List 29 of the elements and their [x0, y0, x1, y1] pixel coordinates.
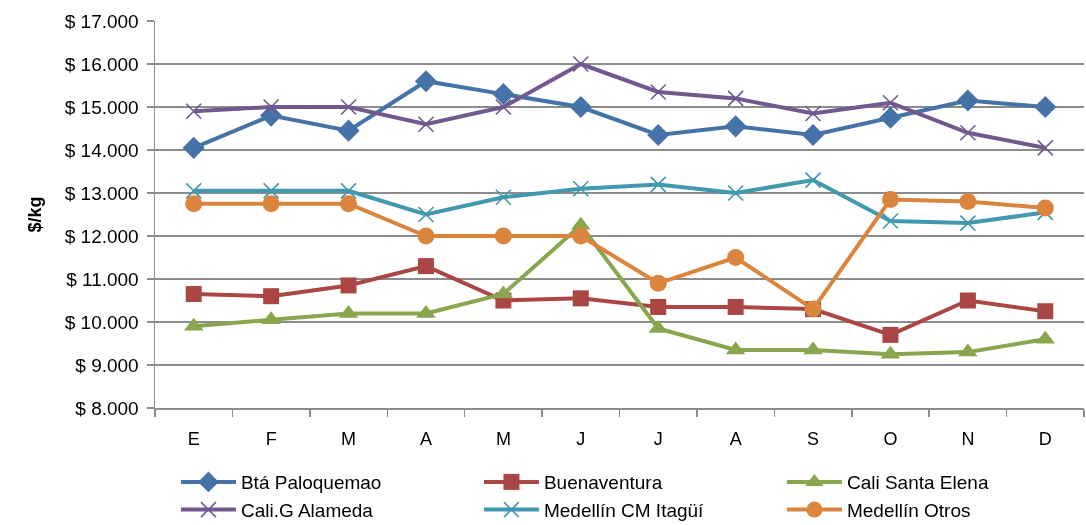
legend-label: Cali Santa Elena: [846, 472, 989, 494]
legend-label: Cali.G Alameda: [240, 500, 374, 522]
x-tick-label: A: [419, 429, 432, 450]
x-tick-label: E: [187, 429, 200, 450]
legend-label: Btá Paloquemao: [240, 472, 382, 494]
x-tick-label: O: [883, 429, 898, 450]
x-tick-label: N: [961, 429, 975, 450]
y-axis-title: $/kg: [25, 196, 46, 233]
y-tick-label: $ 11.000: [66, 268, 139, 290]
x-tick-label: J: [653, 429, 663, 450]
y-tick-label: $ 13.000: [64, 182, 139, 204]
y-tick-label: $ 16.000: [64, 53, 139, 75]
legend-label: Buenaventura: [543, 472, 663, 494]
x-tick-label: D: [1038, 429, 1052, 450]
y-tick-label: $ 12.000: [64, 225, 139, 247]
y-tick-label: $ 15.000: [64, 96, 139, 118]
x-tick-label: F: [265, 429, 277, 450]
y-tick-label: $ 14.000: [64, 139, 139, 161]
y-tick-label: $ 17.000: [64, 10, 139, 32]
y-tick-label: $ 10.000: [64, 311, 139, 333]
y-tick-label: $ 9.000: [75, 354, 139, 376]
x-tick-label: S: [807, 429, 820, 450]
y-tick-label: $ 8.000: [75, 397, 139, 419]
x-tick-label: J: [576, 429, 586, 450]
x-tick-label: M: [341, 429, 357, 450]
legend-label: Medellín Otros: [846, 500, 971, 522]
x-tick-label: A: [729, 429, 742, 450]
legend-label: Medellín CM Itagüí: [543, 500, 705, 522]
x-tick-label: M: [495, 429, 511, 450]
